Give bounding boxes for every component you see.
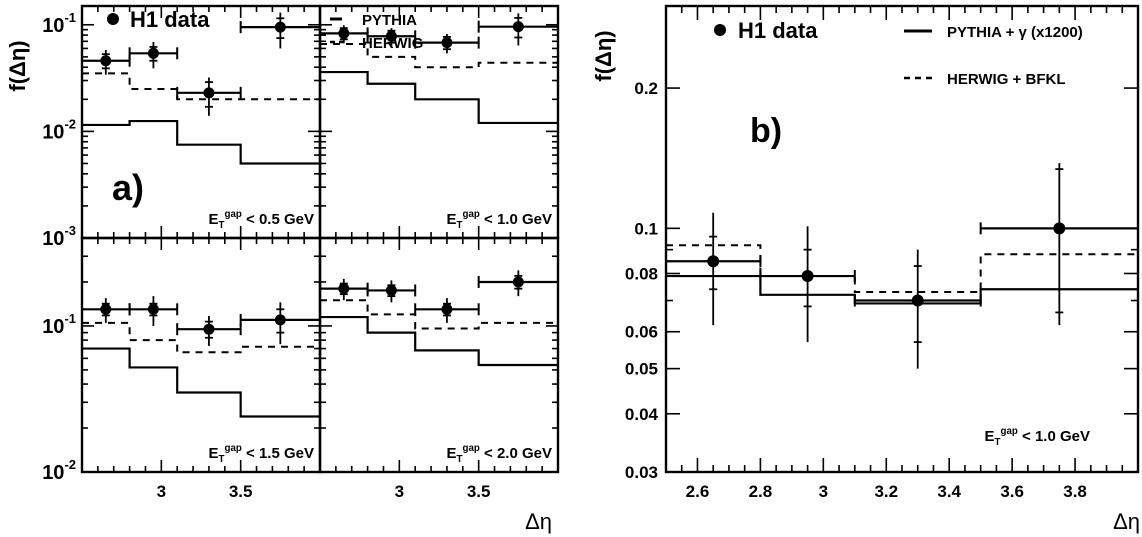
herwig-hist (320, 43, 558, 69)
y-tick-label: 10-2 (42, 457, 76, 484)
herwig-hist (82, 72, 320, 101)
data-point (441, 37, 453, 49)
frame-b (664, 4, 1140, 474)
cut-label: ETgap < 1.0 GeV (447, 209, 552, 231)
x-tick-label: 3 (819, 482, 828, 501)
pythia-hist (82, 119, 320, 165)
data-point (100, 303, 112, 315)
x-tick-label: 3.5 (229, 482, 253, 501)
panel-label: b) (750, 112, 782, 150)
herwig-hist (82, 321, 320, 354)
pythia-hist (82, 347, 320, 418)
cut-label: ETgap < 2.0 GeV (447, 443, 552, 465)
y-tick-label: 0.1 (634, 219, 658, 238)
x-axis-title: Δη (525, 509, 552, 534)
pythia-hist (320, 70, 558, 125)
data-point (707, 255, 720, 268)
x-tick-label: 3.8 (1063, 482, 1087, 501)
data-point (441, 303, 453, 315)
data-point (512, 21, 524, 33)
panel-a: 10-3 10-2 10-1 ETgap < 0.5 GeV ETgap < 1.0 G… (5, 4, 560, 534)
data-point (203, 87, 215, 99)
pythia-hist (666, 274, 1138, 305)
y-axis-title: f(Δη) (5, 40, 30, 91)
cut-label: ETgap < 1.5 GeV (209, 443, 314, 465)
subplot-frame (80, 236, 322, 474)
subplot-a2: ETgap < 1.0 GeV (318, 4, 560, 240)
data-point (385, 284, 397, 296)
data-point (338, 27, 350, 39)
data-point (911, 294, 924, 307)
cut-label: ETgap < 0.5 GeV (209, 209, 314, 231)
y-tick-label: 0.04 (625, 405, 659, 424)
x-tick-label: 2.6 (686, 482, 710, 501)
y-tick-label: 0.06 (625, 323, 658, 342)
cut-label: ETgap < 1.0 GeV (985, 426, 1090, 448)
data-point (512, 276, 524, 288)
data-point (147, 303, 159, 315)
subplot-a4: ETgap < 2.0 GeV (318, 236, 560, 474)
y-tick-label: 10-2 (42, 116, 76, 143)
legend-pythia-label: PYTHIA (362, 12, 417, 29)
legend-data-label: H1 data (738, 18, 818, 43)
x-tick-label: 2.8 (749, 482, 773, 501)
y-axis-title: f(Δη) (591, 30, 616, 81)
subplot-frame (318, 236, 560, 474)
data-point (274, 21, 286, 33)
data-point (385, 30, 397, 42)
legend-data-marker (107, 13, 119, 25)
herwig-hist (666, 244, 1138, 294)
pythia-hist (320, 315, 558, 367)
data-point (274, 314, 286, 326)
y-tick-label: 10-1 (42, 10, 76, 37)
x-axis-title: Δη (1113, 509, 1140, 534)
panel-label: a) (112, 167, 144, 208)
legend-herwig-label: HERWIG + BFKL (947, 71, 1065, 88)
data-point (100, 55, 112, 67)
panel-b: 0.03 0.04 0.05 0.06 0.08 0.1 0.2 2.6 2.8 3 3.2 3.4 3… (591, 4, 1140, 534)
legend-data-marker (714, 24, 726, 36)
data-point (338, 283, 350, 295)
y-tick-label: 0.03 (625, 463, 658, 482)
data-point (203, 323, 215, 335)
legend-pythia-label: PYTHIA + γ (x1200) (947, 24, 1083, 41)
data-point (801, 270, 814, 283)
data-point (147, 47, 159, 59)
x-tick-label: 3.6 (1000, 482, 1024, 501)
y-tick-label: 0.08 (625, 264, 658, 283)
y-tick-label: 10-3 (42, 223, 76, 250)
y-tick-label: 0.05 (625, 360, 658, 379)
x-tick-label: 3.2 (874, 482, 898, 501)
x-tick-label: 3 (395, 482, 404, 501)
subplot-a3: 10-2 10-1 ETgap < 1.5 GeV (42, 236, 322, 484)
x-tick-label: 3 (157, 482, 166, 501)
herwig-hist (320, 299, 558, 330)
y-tick-label: 10-1 (42, 311, 76, 338)
y-tick-label: 0.2 (634, 79, 658, 98)
x-tick-label: 3.4 (937, 482, 961, 501)
legend-data-label: H1 data (130, 7, 210, 32)
x-tick-label: 3.5 (467, 482, 491, 501)
data-point (1053, 222, 1066, 235)
legend-herwig-label: HERWIG (362, 35, 423, 52)
subplot-a1: 10-3 10-2 10-1 ETgap < 0.5 GeV (42, 4, 322, 250)
